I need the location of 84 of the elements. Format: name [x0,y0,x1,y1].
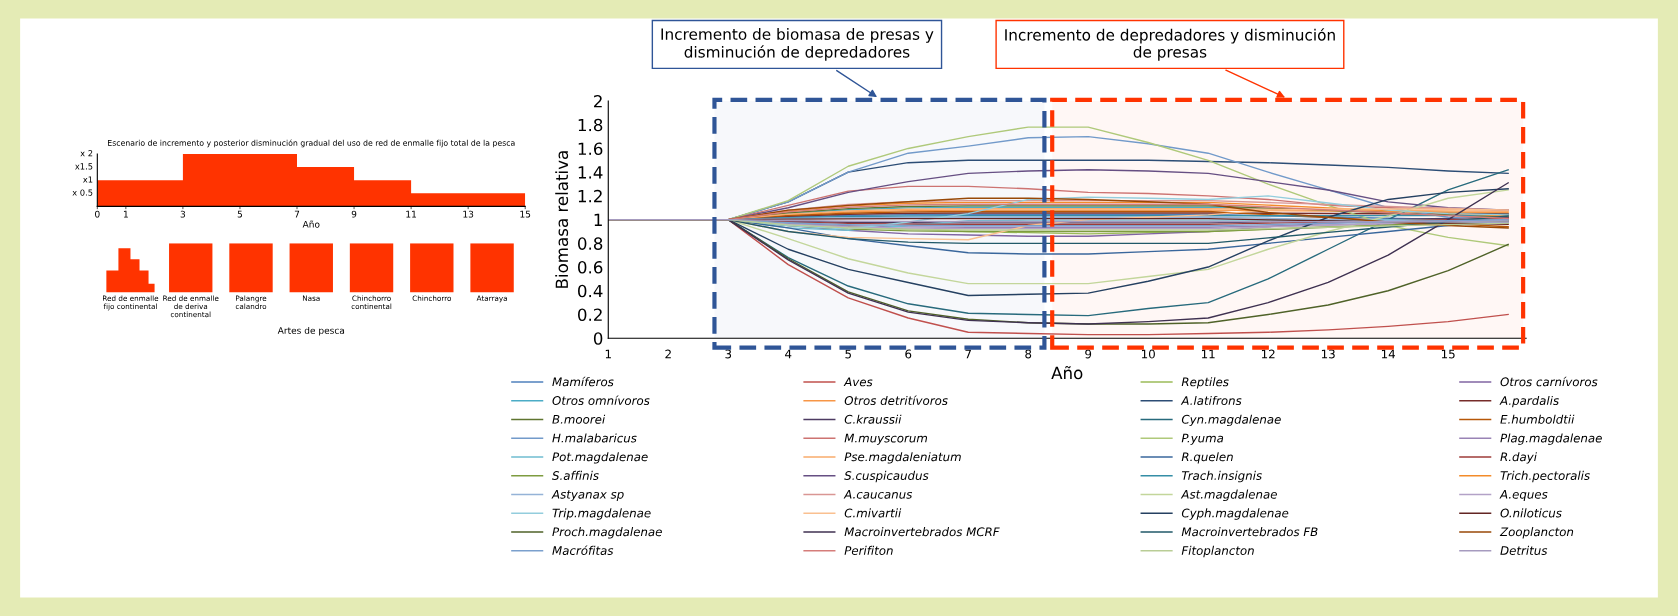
text: x 0.5 [72,189,93,196]
legend-label: Ast.magdalenae [1180,489,1277,502]
y-tick-label: 1.6 [578,142,603,156]
legend-label: Mamíferos [552,376,614,387]
band-label: Incremento de biomasa de presas y disminución de depredadores [661,28,934,61]
x-tick-label: 7 [294,210,300,218]
legend-label: B.moorei [552,414,606,424]
legend-label: H.malabaricus [552,433,637,443]
legend-label: A.caucanus [843,489,913,499]
legend-label: R.dayi [1500,452,1537,464]
x-tick-label: 13 [1321,349,1335,359]
legend-label: Otros detritívoros [844,395,948,406]
text: x 2 [80,150,93,157]
legend-label: Pse.magdaleniatum [844,452,961,464]
legend-label: Proch.magdalenae [552,527,662,539]
x-tick-label: 7 [965,349,971,359]
legend-label: C.mivartii [844,508,902,518]
legend-label: Pot.magdalenae [552,452,648,464]
x-tick-label: 11 [1201,349,1215,359]
y-tick-label: 0 [593,332,603,345]
legend-label: Trich.pectoralis [1500,470,1590,483]
x-tick-label: 1 [123,210,128,218]
x-tick-label: 14 [1381,349,1396,359]
x-tick-label: 5 [237,210,243,218]
x-tick-label: 6 [905,349,912,359]
legend-label: Trach.insignis [1181,470,1262,483]
legend-label: P.yuma [1181,433,1224,445]
legend-label: Fitoplancton [1181,545,1254,558]
x-tick-label: 8 [1025,349,1032,359]
x-tick-label: 15 [1441,349,1455,359]
x-tick-label: 5 [845,349,851,359]
x-tick-label: 9 [1085,349,1092,359]
y-axis-title: Biomasa relativa [555,151,569,288]
x-tick-label: 13 [463,210,474,218]
y-tick-label: 2 [594,94,602,108]
x-tick-label: 9 [351,210,357,218]
legend-label: Zooplancton [1499,527,1574,539]
legend-label: Cyn.magdalenae [1181,414,1281,427]
legend-label: A.eques [1499,489,1548,502]
legend-label: S.cuspicaudus [844,470,929,483]
y-tick-label: 0.2 [578,308,602,322]
x-tick-label: 1 [605,349,611,359]
y-tick-label: 0.4 [578,284,603,298]
legend-label: O.niloticus [1500,508,1562,518]
legend-label: Macrófitas [552,545,614,555]
legend-label: Macroinvertebrados FB [1181,527,1318,537]
legend-label: M.muyscorum [844,433,928,445]
legend-label: Detritus [1500,545,1548,555]
x-axis-title: Año [1051,365,1083,380]
x-tick-label: 3 [725,349,732,359]
band-label: Incremento de depredadores y disminución de presas [1005,28,1335,61]
x-tick-label: 12 [1261,349,1275,359]
x-tick-label: 0 [95,210,100,218]
x-tick-label: 10 [1141,349,1155,359]
legend-label: Plag.magdalenae [1500,433,1602,445]
legend-label: Macroinvertebrados MCRF [844,527,1000,537]
text: x1 [83,176,93,183]
legend-label: Otros carnívoros [1500,376,1598,387]
legend-label: Astyanax sp [551,489,624,502]
legend-label: Trip.magdalenae [552,508,651,520]
x-tick-label: 11 [406,210,417,218]
legend-label: Cyph.magdalenae [1181,508,1289,520]
legend-label: C.kraussii [844,414,902,424]
y-tick-label: 1.8 [578,118,603,132]
legend-label: S.affinis [552,470,599,481]
y-tick-label: 1.4 [578,166,603,179]
x-tick-label: 2 [665,349,671,359]
legend-label: Otros omnívoros [552,395,650,406]
y-tick-label: 1.2 [578,189,602,203]
x-axis-title: Año [302,220,320,228]
x-axis-title: Artes de pesca [277,326,345,336]
x-tick-label: 15 [520,210,531,218]
legend-label: A.pardalis [1499,395,1559,408]
text: x1.5 [75,163,93,170]
legend-label: Reptiles [1181,377,1229,389]
y-tick-label: 0.6 [578,261,603,274]
legend-label: Perifiton [844,545,893,555]
legend-label: R.quelen [1181,452,1233,464]
legend-label: E.humboldtii [1500,414,1575,424]
y-tick-label: 0.8 [578,237,603,250]
x-tick-label: 3 [180,210,186,218]
legend-label: A.latifrons [1180,395,1242,406]
x-tick-label: 4 [785,349,792,359]
legend-label: Aves [843,377,873,387]
